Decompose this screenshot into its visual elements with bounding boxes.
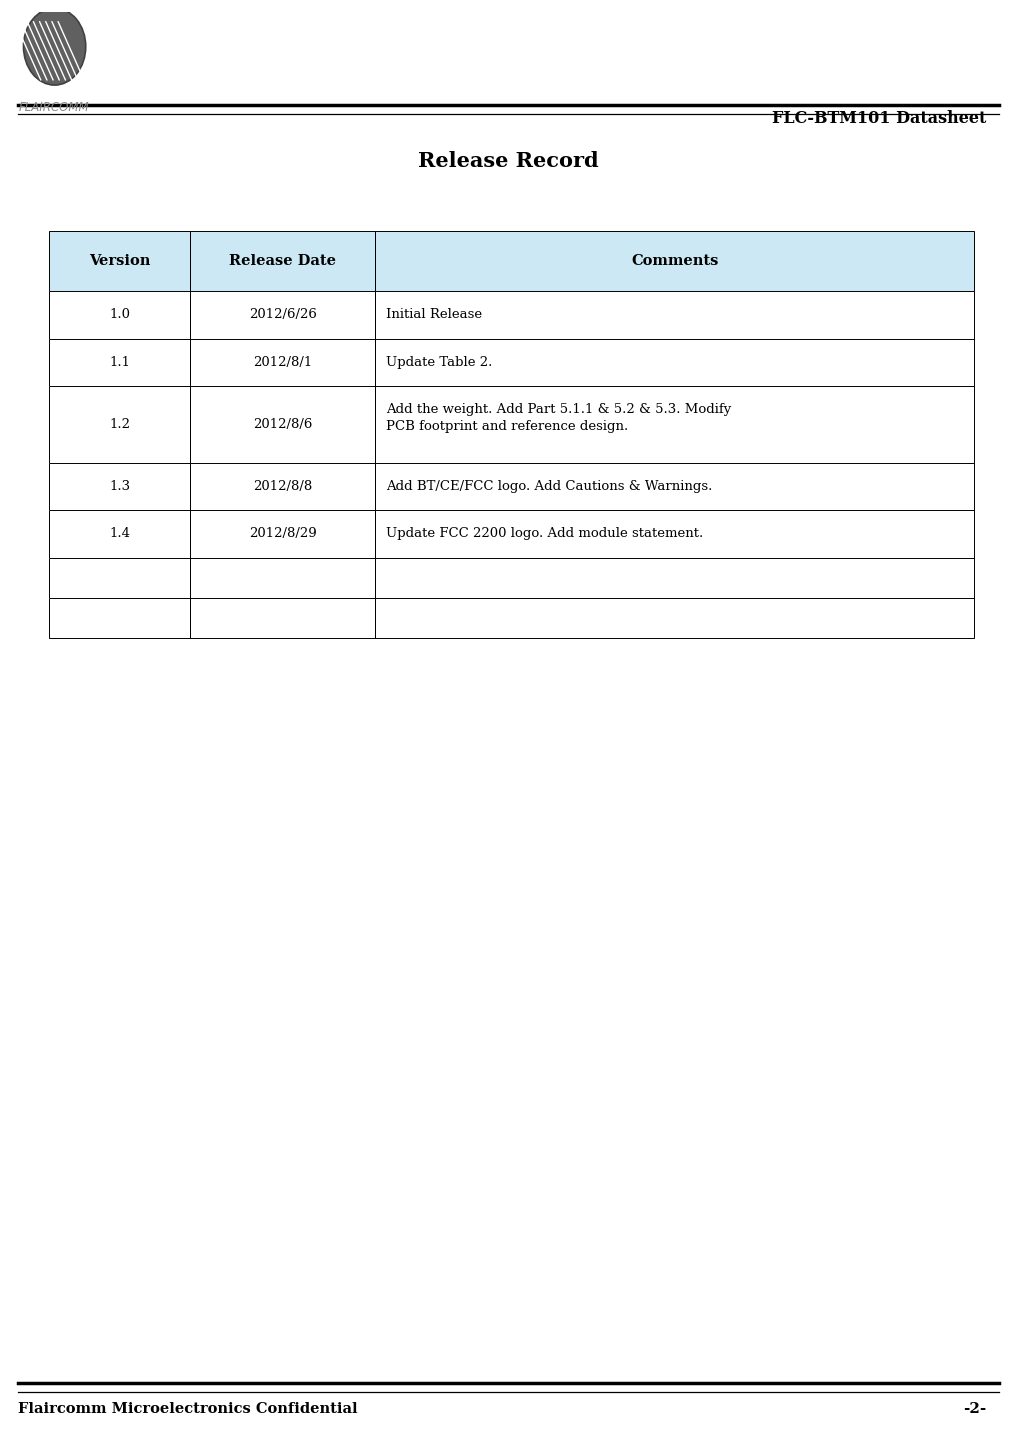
Text: Update Table 2.: Update Table 2. xyxy=(385,356,492,369)
Text: Release Record: Release Record xyxy=(418,151,599,171)
Text: 1.4: 1.4 xyxy=(109,527,130,540)
Text: Version: Version xyxy=(88,254,151,268)
Text: FLC-BTM101 Datasheet: FLC-BTM101 Datasheet xyxy=(772,110,986,127)
Ellipse shape xyxy=(23,9,85,85)
Text: 1.0: 1.0 xyxy=(109,308,130,321)
Text: Release Date: Release Date xyxy=(230,254,337,268)
Text: 2012/8/6: 2012/8/6 xyxy=(253,418,312,431)
Text: Initial Release: Initial Release xyxy=(385,308,482,321)
Text: 2012/8/29: 2012/8/29 xyxy=(249,527,316,540)
Text: 2012/8/8: 2012/8/8 xyxy=(253,480,312,493)
Text: Flaircomm Microelectronics Confidential: Flaircomm Microelectronics Confidential xyxy=(18,1402,358,1417)
Text: 2012/6/26: 2012/6/26 xyxy=(249,308,317,321)
Text: 1.2: 1.2 xyxy=(109,418,130,431)
Text: -2-: -2- xyxy=(963,1402,986,1417)
Text: 1.3: 1.3 xyxy=(109,480,130,493)
Text: Comments: Comments xyxy=(632,254,719,268)
Text: Update FCC 2200 logo. Add module statement.: Update FCC 2200 logo. Add module stateme… xyxy=(385,527,703,540)
Text: Add the weight. Add Part 5.1.1 & 5.2 & 5.3. Modify
PCB footprint and reference d: Add the weight. Add Part 5.1.1 & 5.2 & 5… xyxy=(385,403,731,432)
Text: 2012/8/1: 2012/8/1 xyxy=(253,356,312,369)
Text: FLAIRCOMM: FLAIRCOMM xyxy=(18,101,88,114)
Text: 1.1: 1.1 xyxy=(109,356,130,369)
Text: Add BT/CE/FCC logo. Add Cautions & Warnings.: Add BT/CE/FCC logo. Add Cautions & Warni… xyxy=(385,480,712,493)
